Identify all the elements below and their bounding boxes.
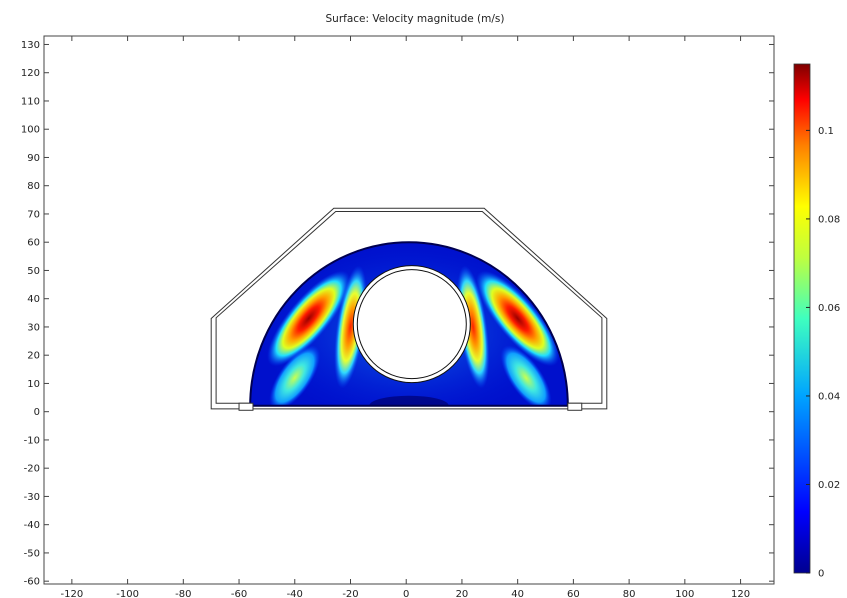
right-foot-block [567, 402, 583, 411]
velocity-lower-right-lobe [500, 345, 552, 406]
x-tick-label: -20 [342, 589, 358, 598]
x-tick-label: 120 [731, 589, 750, 598]
colorbar-tick-label: 0.04 [818, 391, 840, 402]
x-tick-label: -40 [287, 589, 303, 598]
y-tick-label: -30 [24, 492, 40, 503]
stagnation-zone [369, 395, 449, 406]
x-tick-label: 60 [567, 589, 580, 598]
y-tick-label: 80 [27, 181, 40, 192]
velocity-upper-left-jet [267, 270, 351, 367]
y-tick-label: 50 [27, 266, 40, 277]
y-tick-label: -10 [24, 435, 40, 446]
colorbar-scale [793, 63, 811, 574]
y-tick-label: -20 [24, 464, 40, 475]
x-tick-label: -100 [116, 589, 139, 598]
velocity-lower-left-lobe [269, 345, 321, 406]
velocity-upper-right-jet [476, 270, 560, 367]
y-tick-label: 20 [27, 351, 40, 362]
colorbar-tick-label: 0 [818, 569, 824, 580]
y-tick-label: -40 [24, 520, 40, 531]
y-tick-label: 60 [27, 238, 40, 249]
x-tick-label: -80 [175, 589, 191, 598]
x-tick-label: -120 [61, 589, 84, 598]
velocity-inner-left-band [334, 265, 367, 389]
x-tick-label: 40 [511, 589, 524, 598]
x-tick-label: -60 [231, 589, 247, 598]
colorbar-tick-label: 0.08 [818, 214, 840, 225]
left-foot-block [238, 402, 254, 411]
y-tick-label: -50 [24, 548, 40, 559]
velocity-inner-right-band [456, 265, 490, 389]
colorbar-tick-label: 0.1 [818, 126, 834, 137]
y-tick-label: 130 [21, 40, 40, 51]
y-tick-label: -60 [24, 577, 40, 588]
colorbar: 0.1 0.08 0.06 0.04 0.02 0 [793, 63, 840, 580]
x-tick-label: 100 [675, 589, 694, 598]
inner-cylinder-hole [356, 269, 467, 380]
y-axis: 1301201101009080706050403020100-10-20-30… [21, 40, 774, 588]
y-tick-label: 70 [27, 209, 40, 220]
colorbar-tick-label: 0.02 [818, 480, 840, 491]
x-tick-label: 80 [623, 589, 636, 598]
x-axis: -120 -100 -80 -60 -40 -20 0 20 40 60 80 100 120 [61, 36, 750, 598]
y-tick-label: 30 [27, 322, 40, 333]
x-tick-label: 20 [456, 589, 469, 598]
y-tick-label: 90 [27, 153, 40, 164]
x-tick-label: 0 [403, 589, 409, 598]
y-tick-label: 0 [34, 407, 40, 418]
colorbar-tick-label: 0.06 [818, 303, 840, 314]
y-tick-label: 10 [27, 379, 40, 390]
fluid-domain-edge [249, 241, 569, 407]
y-tick-label: 40 [27, 294, 40, 305]
y-tick-label: 110 [21, 96, 40, 107]
y-tick-label: 120 [21, 68, 40, 79]
y-tick-label: 100 [21, 125, 40, 136]
velocity-field [210, 207, 608, 411]
outer-boundary-inner-line [215, 211, 603, 404]
chart-title: Surface: Velocity magnitude (m/s) [326, 13, 505, 25]
